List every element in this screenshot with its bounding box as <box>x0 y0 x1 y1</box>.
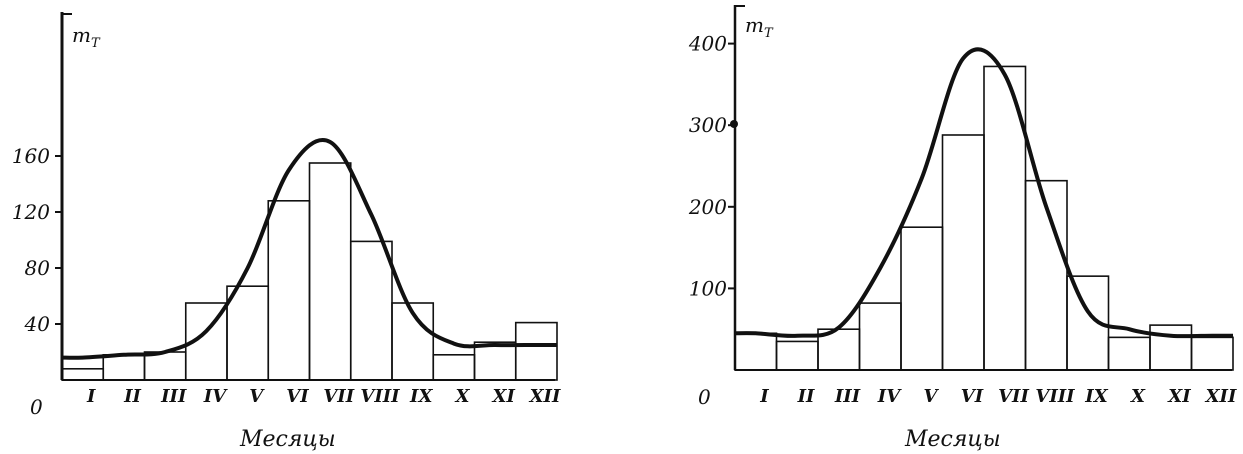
x-tick-label: IX <box>1084 386 1108 407</box>
x-tick-label: X <box>1130 386 1146 407</box>
y-tick-label: 120 <box>12 200 50 224</box>
origin-label: 0 <box>698 385 711 409</box>
x-tick-label: IX <box>409 386 433 407</box>
y-tick-label: 40 <box>24 312 51 336</box>
x-tick-label: V <box>924 386 940 407</box>
x-tick-label: II <box>797 386 815 407</box>
x-tick-labels: I II III IV V VI VII VIII IX X XI XII <box>86 386 561 407</box>
bar-XI <box>1149 324 1193 371</box>
x-tick-label: X <box>455 386 471 407</box>
bar-III <box>143 351 187 381</box>
x-tick-label: IV <box>203 386 228 407</box>
x-tick-label: V <box>249 386 265 407</box>
y-tick-label: 160 <box>12 144 50 168</box>
bar-VIII <box>1024 179 1068 371</box>
x-tick-label: XI <box>492 386 516 407</box>
y-tick-label: 100 <box>689 276 727 300</box>
x-tick-label: XII <box>529 386 561 407</box>
x-tick-label: XII <box>1205 386 1237 407</box>
y-ticks: 100 200 300 400 <box>688 32 735 300</box>
x-tick-label: VII <box>998 386 1029 407</box>
bar-X <box>1107 336 1151 371</box>
x-tick-label: VI <box>961 386 984 407</box>
bar-V <box>226 285 270 381</box>
bars <box>734 65 1234 371</box>
x-axis-label: Месяцы <box>904 427 1001 452</box>
bar-X <box>432 353 476 381</box>
smoothed-curve <box>734 47 1233 339</box>
bar-IV <box>858 302 902 371</box>
x-tick-labels: I II III IV V VI VII VIII IX X XI XII <box>759 386 1237 407</box>
x-tick-label: IV <box>877 386 902 407</box>
bar-IX <box>1066 275 1110 371</box>
y-axis-label-sub: T <box>91 36 101 51</box>
bar-II <box>102 353 146 381</box>
smoothed-curve <box>61 138 557 360</box>
origin-label: 0 <box>30 395 43 419</box>
bar-V <box>900 226 944 371</box>
bar-VII <box>308 162 352 381</box>
y-axis-label-main: m <box>72 23 91 47</box>
bar-XI <box>473 341 517 381</box>
y-ticks: 40 80 120 160 <box>12 144 62 336</box>
x-tick-label: III <box>834 386 861 407</box>
bar-VIII <box>349 240 393 381</box>
x-tick-label: VI <box>286 386 309 407</box>
bar-I <box>734 332 778 371</box>
y-tick-label: 80 <box>25 256 51 280</box>
bar-VI <box>267 200 311 381</box>
x-tick-label: III <box>160 386 187 407</box>
axis-mark <box>730 120 738 128</box>
bar-I <box>61 367 105 381</box>
bar-VI <box>941 134 985 371</box>
y-tick-label: 300 <box>689 113 727 137</box>
y-tick-label: 200 <box>688 195 727 219</box>
x-tick-label: I <box>759 386 769 407</box>
x-tick-label: II <box>123 386 141 407</box>
bar-XII <box>514 321 558 381</box>
y-axis-label-main: m <box>745 13 764 37</box>
y-tick-label: 400 <box>688 32 727 56</box>
y-axis-label: mT <box>72 23 101 51</box>
x-tick-label: I <box>86 386 96 407</box>
x-tick-label: VIII <box>1035 386 1075 407</box>
bar-XII <box>1190 336 1234 371</box>
bar-II <box>775 340 819 371</box>
x-tick-label: VIII <box>360 386 400 407</box>
x-tick-label: VII <box>323 386 354 407</box>
y-axis-label-sub: T <box>764 26 774 41</box>
x-tick-label: XI <box>1167 386 1191 407</box>
y-axis-label: mT <box>745 13 774 41</box>
x-axis-label: Месяцы <box>239 427 336 452</box>
bar-IX <box>391 302 435 381</box>
